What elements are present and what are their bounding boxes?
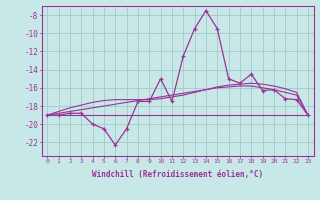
X-axis label: Windchill (Refroidissement éolien,°C): Windchill (Refroidissement éolien,°C) <box>92 170 263 179</box>
